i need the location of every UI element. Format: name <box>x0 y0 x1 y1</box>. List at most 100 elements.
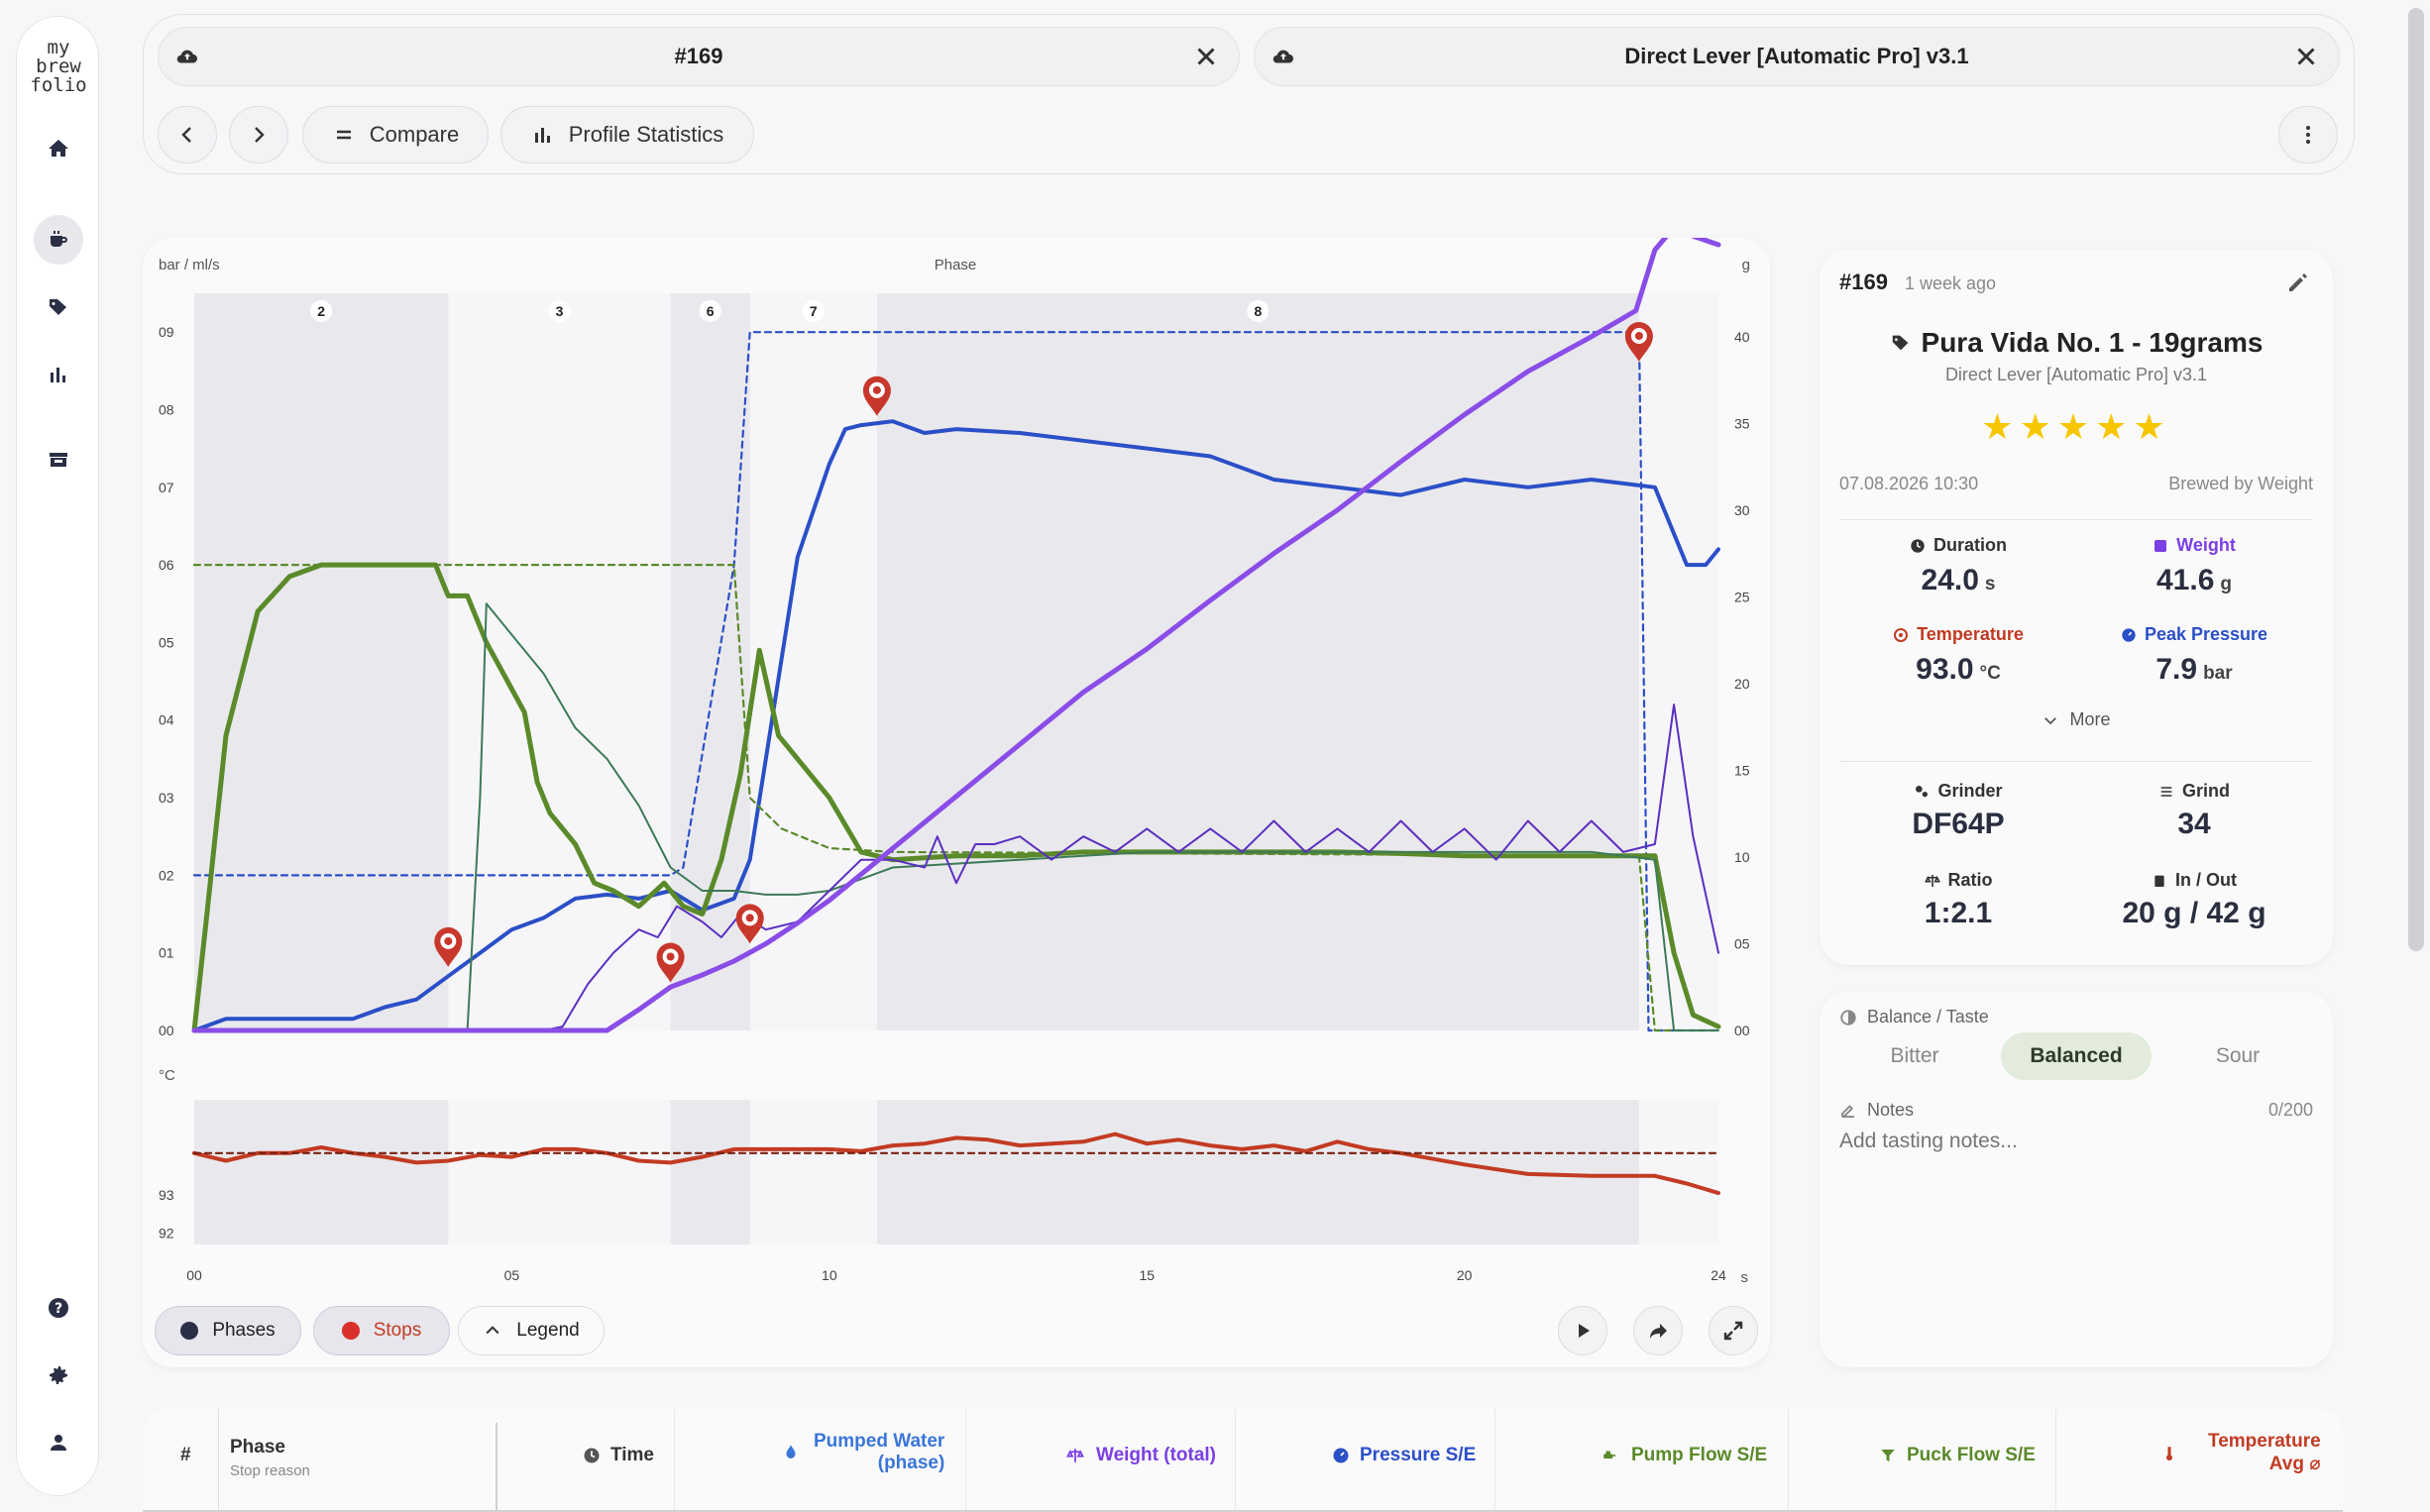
bean-row: Pura Vida No. 1 - 19grams <box>1820 327 2333 359</box>
stop-marker-weight[interactable] <box>1624 322 1653 362</box>
fullscreen-button[interactable] <box>1709 1306 1758 1355</box>
col-temperature-label: Temperature <box>2208 1431 2321 1452</box>
grind-value: 34 <box>2177 808 2211 840</box>
chevron-down-icon <box>2044 716 2057 724</box>
col-time[interactable]: Time <box>583 1445 654 1466</box>
column-divider <box>496 1423 497 1512</box>
tag-icon[interactable] <box>34 282 83 332</box>
tab-title: Direct Lever [Automatic Pro] v3.1 <box>1624 44 1969 68</box>
notes-textarea[interactable] <box>1839 1130 2313 1338</box>
col-weight[interactable]: Weight (total) <box>1064 1445 1216 1466</box>
close-icon[interactable] <box>1191 42 1221 71</box>
weight-value: 41.6 <box>2156 564 2215 596</box>
page-scrollbar[interactable] <box>2408 8 2424 951</box>
duration-stat: Duration 24.0 s <box>1859 535 2057 597</box>
forward-button[interactable] <box>229 106 288 163</box>
funnel-icon <box>1881 1450 1895 1461</box>
share-button[interactable] <box>1633 1306 1683 1355</box>
phase-label: 7 <box>810 303 818 319</box>
gear-icon[interactable] <box>34 1350 83 1400</box>
close-icon[interactable] <box>2291 42 2321 71</box>
scale-icon <box>2154 539 2167 552</box>
col-pressure-label: Pressure S/E <box>1360 1445 1477 1465</box>
phases-label: Phases <box>212 1320 276 1341</box>
coffee-cup-icon[interactable] <box>34 215 83 265</box>
sliders-icon <box>2160 786 2172 797</box>
bar-chart-icon[interactable] <box>34 350 83 399</box>
tab-profile[interactable]: Direct Lever [Automatic Pro] v3.1 <box>1254 27 2340 86</box>
home-icon[interactable] <box>34 124 83 173</box>
x-tick: 24 <box>1711 1267 1726 1283</box>
col-pumped-water[interactable]: Pumped Water (phase) <box>782 1431 944 1474</box>
y-left-tick: 02 <box>159 867 174 883</box>
stops-label: Stops <box>373 1320 422 1341</box>
col-pump-flow[interactable]: Pump Flow S/E <box>1600 1445 1767 1466</box>
col-weight-label: Weight (total) <box>1096 1445 1217 1465</box>
rating-stars[interactable]: ★★★★★ <box>1820 406 2333 448</box>
more-toggle[interactable]: More <box>1820 709 2333 730</box>
phase-badge <box>1247 300 1270 322</box>
legend-label: Legend <box>516 1320 580 1341</box>
tag-icon <box>1892 335 1908 351</box>
col-pump-flow-label: Pump Flow S/E <box>1631 1445 1768 1465</box>
bar-chart-icon <box>534 128 550 143</box>
grind-label: Grind <box>2182 781 2230 801</box>
stop-marker-weight[interactable] <box>735 904 764 944</box>
sidebar: my brew folio ? <box>16 16 99 1496</box>
col-temperature[interactable]: Temperature Avg ⌀ <box>2160 1431 2321 1475</box>
app-logo[interactable]: my brew folio <box>30 37 87 96</box>
compare-button[interactable]: Compare <box>302 106 489 163</box>
shot-chart[interactable]: 2 3 6 7 8 bar / ml/s Phase g °C s 00 01 02 03 04 05 06 07… <box>143 238 1770 1367</box>
tab-shot[interactable]: #169 <box>158 27 1240 86</box>
series-pressure <box>192 419 1720 1032</box>
tab-title: #169 <box>674 44 723 68</box>
col-time-label: Time <box>610 1445 655 1465</box>
stop-marker-time[interactable] <box>862 376 891 416</box>
peak-pressure-unit: bar <box>2203 663 2233 684</box>
stop-marker-pressure[interactable] <box>434 926 463 967</box>
brew-date: 07.08.2026 10:30 <box>1839 474 1979 493</box>
more-menu-button[interactable] <box>2278 106 2338 163</box>
bean-name[interactable]: Pura Vida No. 1 - 19grams <box>1921 327 2264 358</box>
user-icon[interactable] <box>34 1418 83 1467</box>
phase-badge <box>310 300 333 322</box>
stops-toggle[interactable]: Stops <box>313 1306 450 1355</box>
y-right-tick: 05 <box>1734 935 1750 951</box>
edit-note-icon <box>1841 1104 1854 1118</box>
col-phase[interactable]: Phase Stop reason <box>230 1437 310 1479</box>
y-left-tick: 09 <box>159 324 174 340</box>
taste-option-balanced[interactable]: Balanced <box>2001 1032 2152 1080</box>
peak-pressure-label: Peak Pressure <box>2144 624 2268 644</box>
phase-table: # Phase Stop reason Time Pumped Water (ph… <box>143 1409 2343 1512</box>
star-icon[interactable]: ★ <box>2095 406 2134 447</box>
play-button[interactable] <box>1558 1306 1607 1355</box>
star-icon[interactable]: ★ <box>2019 406 2057 447</box>
phases-toggle[interactable]: Phases <box>155 1306 301 1355</box>
legend-toggle[interactable]: Legend <box>458 1306 605 1355</box>
col-puck-flow[interactable]: Puck Flow S/E <box>1879 1445 2036 1466</box>
equals-icon <box>336 130 351 140</box>
taste-option-sour[interactable]: Sour <box>2215 1044 2261 1067</box>
back-button[interactable] <box>158 106 217 163</box>
star-icon[interactable]: ★ <box>2133 406 2171 447</box>
pencil-icon[interactable] <box>2285 271 2309 295</box>
shot-id: #169 <box>1839 270 1888 294</box>
duration-value: 24.0 <box>1921 564 1979 596</box>
profile-statistics-button[interactable]: Profile Statistics <box>500 106 754 163</box>
stop-marker-weight[interactable] <box>656 942 685 983</box>
col-pressure[interactable]: Pressure S/E <box>1332 1445 1476 1466</box>
taste-option-bitter[interactable]: Bitter <box>1890 1044 1939 1067</box>
store-icon[interactable] <box>34 435 83 485</box>
y-left-tick: 01 <box>159 945 174 961</box>
help-icon[interactable]: ? <box>34 1283 83 1333</box>
phase-label: 3 <box>556 303 564 319</box>
gauge-icon <box>1333 1448 1349 1463</box>
x-tick: 15 <box>1139 1267 1155 1283</box>
cloud-icon <box>176 50 198 63</box>
peak-pressure-value: 7.9 <box>2155 653 2198 686</box>
star-icon[interactable]: ★ <box>2056 406 2096 447</box>
right-axis-label: g <box>1742 257 1750 273</box>
divider <box>1839 761 2313 762</box>
balance-scale-icon <box>1924 874 1940 887</box>
star-icon[interactable]: ★ <box>1981 406 2020 447</box>
